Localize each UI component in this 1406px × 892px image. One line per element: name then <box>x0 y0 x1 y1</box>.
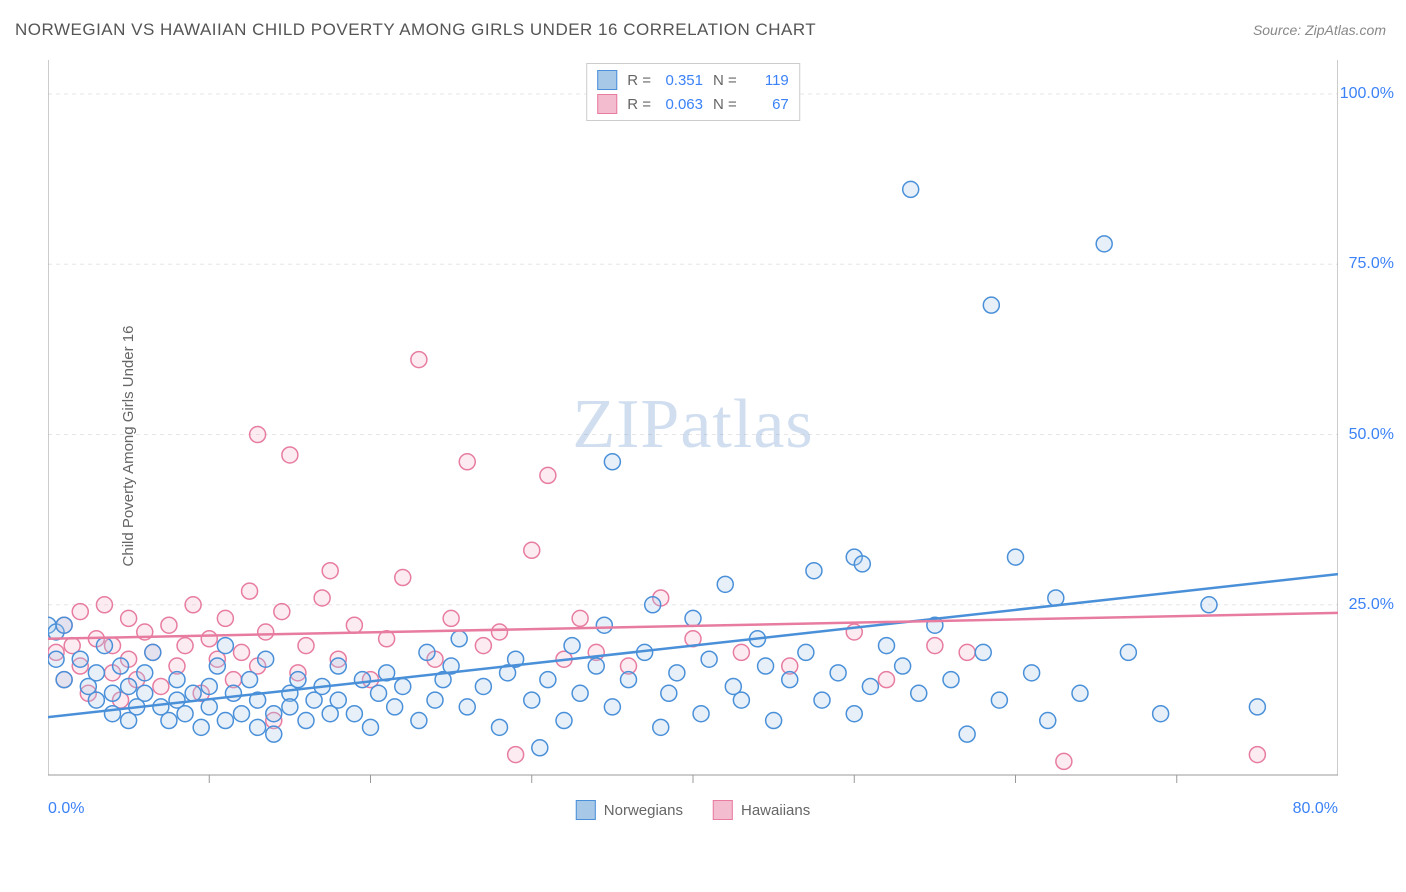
y-tick-label: 50.0% <box>1349 426 1394 444</box>
y-tick-label: 75.0% <box>1349 255 1394 273</box>
x-max-label: 80.0% <box>1293 800 1338 818</box>
swatch-series1 <box>576 800 596 820</box>
source-label: Source: ZipAtlas.com <box>1253 22 1386 38</box>
y-tick-label: 100.0% <box>1340 85 1394 103</box>
r-label: R = <box>627 96 651 113</box>
x-min-label: 0.0% <box>48 800 84 818</box>
r-value-series2: 0.063 <box>661 96 703 113</box>
n-value-series2: 67 <box>747 96 789 113</box>
chart-title: NORWEGIAN VS HAWAIIAN CHILD POVERTY AMON… <box>15 20 816 40</box>
y-tick-label: 25.0% <box>1349 596 1394 614</box>
r-value-series1: 0.351 <box>661 72 703 89</box>
legend-item-series2: Hawaiians <box>713 800 810 820</box>
scatter-plot <box>48 60 1338 820</box>
r-label: R = <box>627 72 651 89</box>
legend-label-series2: Hawaiians <box>741 802 810 819</box>
swatch-series2 <box>713 800 733 820</box>
stat-row-series2: R = 0.063 N = 67 <box>597 92 789 116</box>
swatch-series2 <box>597 94 617 114</box>
chart-area: R = 0.351 N = 119 R = 0.063 N = 67 ZIPat… <box>48 60 1338 820</box>
stat-legend: R = 0.351 N = 119 R = 0.063 N = 67 <box>586 63 800 121</box>
bottom-legend: Norwegians Hawaiians <box>576 800 810 820</box>
swatch-series1 <box>597 70 617 90</box>
n-value-series1: 119 <box>747 72 789 89</box>
n-label: N = <box>713 96 737 113</box>
legend-item-series1: Norwegians <box>576 800 683 820</box>
n-label: N = <box>713 72 737 89</box>
legend-label-series1: Norwegians <box>604 802 683 819</box>
stat-row-series1: R = 0.351 N = 119 <box>597 68 789 92</box>
